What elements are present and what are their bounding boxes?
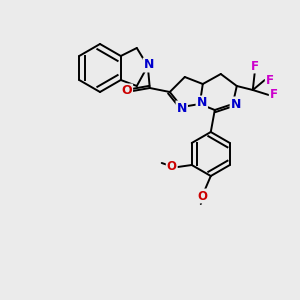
Text: N: N	[231, 98, 241, 110]
Text: F: F	[270, 88, 278, 101]
Text: N: N	[196, 97, 207, 110]
Text: F: F	[251, 59, 259, 73]
Text: O: O	[198, 190, 208, 202]
Text: N: N	[177, 101, 187, 115]
Text: O: O	[167, 160, 177, 173]
Text: N: N	[144, 58, 154, 71]
Text: O: O	[122, 85, 132, 98]
Text: F: F	[266, 74, 274, 86]
